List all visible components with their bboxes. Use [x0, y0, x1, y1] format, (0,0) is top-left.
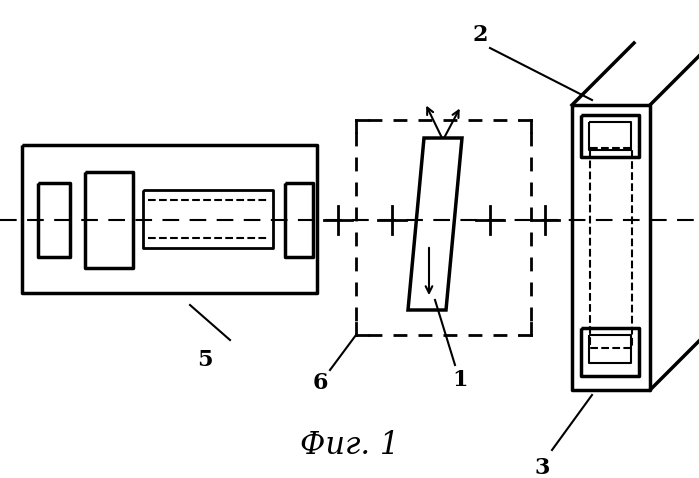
Text: 6: 6 [312, 372, 328, 394]
Text: 2: 2 [473, 24, 488, 46]
Text: 5: 5 [197, 349, 212, 371]
Text: 1: 1 [452, 369, 468, 391]
Text: Фиг. 1: Фиг. 1 [301, 430, 400, 460]
Text: 3: 3 [534, 457, 549, 478]
